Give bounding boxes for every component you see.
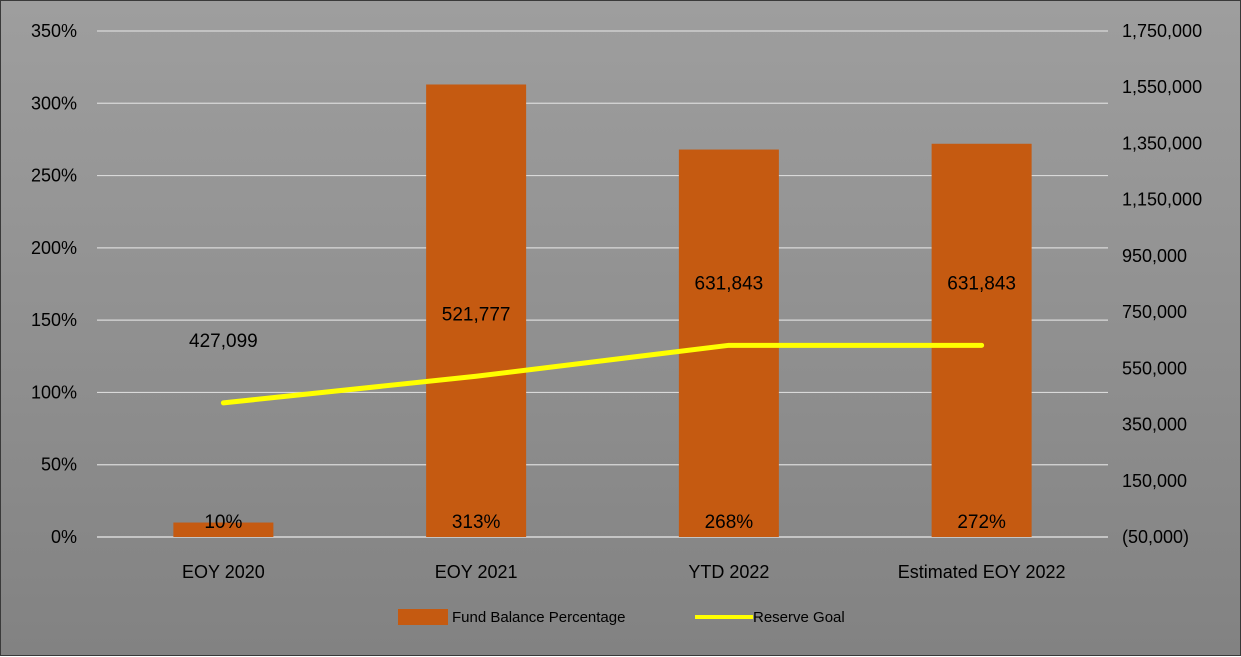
left-tick-label: 100%: [31, 382, 77, 402]
legend-swatch-fund-balance: [398, 609, 448, 625]
left-tick-label: 50%: [41, 455, 77, 475]
line-data-label: 631,843: [695, 273, 764, 294]
line-data-label: 427,099: [189, 331, 258, 352]
bar-series: [173, 84, 1031, 537]
right-tick-label: 350,000: [1122, 415, 1187, 435]
right-tick-label: 150,000: [1122, 471, 1187, 491]
right-tick-label: 1,550,000: [1122, 77, 1202, 97]
left-tick-label: 350%: [31, 21, 77, 41]
x-tick-label: YTD 2022: [688, 562, 769, 582]
x-tick-label: Estimated EOY 2022: [898, 562, 1066, 582]
line-data-label: 521,777: [442, 304, 511, 325]
left-tick-label: 200%: [31, 238, 77, 258]
reserve-goal-line: [223, 345, 981, 403]
right-tick-label: 950,000: [1122, 246, 1187, 266]
data-labels: 10% 313% 268% 272% 427,099 521,777 631,843 631,…: [189, 273, 1016, 533]
legend: Fund Balance Percentage Reserve Goal: [398, 609, 845, 626]
right-tick-label: (50,000): [1122, 527, 1189, 547]
line-series: [223, 345, 981, 403]
right-tick-label: 550,000: [1122, 358, 1187, 378]
bar-data-label: 10%: [204, 512, 242, 533]
bar-data-label: 272%: [957, 512, 1006, 533]
left-axis: 0% 50% 100% 150% 200% 250% 300% 350%: [31, 21, 77, 547]
x-axis: EOY 2020 EOY 2021 YTD 2022 Estimated EOY 20…: [182, 562, 1066, 582]
x-tick-label: EOY 2021: [435, 562, 518, 582]
left-tick-label: 250%: [31, 166, 77, 186]
legend-label-fund-balance: Fund Balance Percentage: [452, 609, 625, 626]
left-tick-label: 0%: [51, 527, 77, 547]
legend-label-reserve-goal: Reserve Goal: [753, 609, 845, 626]
bar-data-label: 268%: [705, 512, 754, 533]
left-tick-label: 150%: [31, 310, 77, 330]
right-tick-label: 1,350,000: [1122, 133, 1202, 153]
bar-data-label: 313%: [452, 512, 501, 533]
right-axis: (50,000) 150,000 350,000 550,000 750,000 950,…: [1122, 21, 1202, 547]
x-tick-label: EOY 2020: [182, 562, 265, 582]
line-data-label: 631,843: [947, 273, 1016, 294]
bar: [932, 144, 1032, 537]
right-tick-label: 750,000: [1122, 302, 1187, 322]
right-tick-label: 1,750,000: [1122, 21, 1202, 41]
right-tick-label: 1,150,000: [1122, 190, 1202, 210]
left-tick-label: 300%: [31, 93, 77, 113]
